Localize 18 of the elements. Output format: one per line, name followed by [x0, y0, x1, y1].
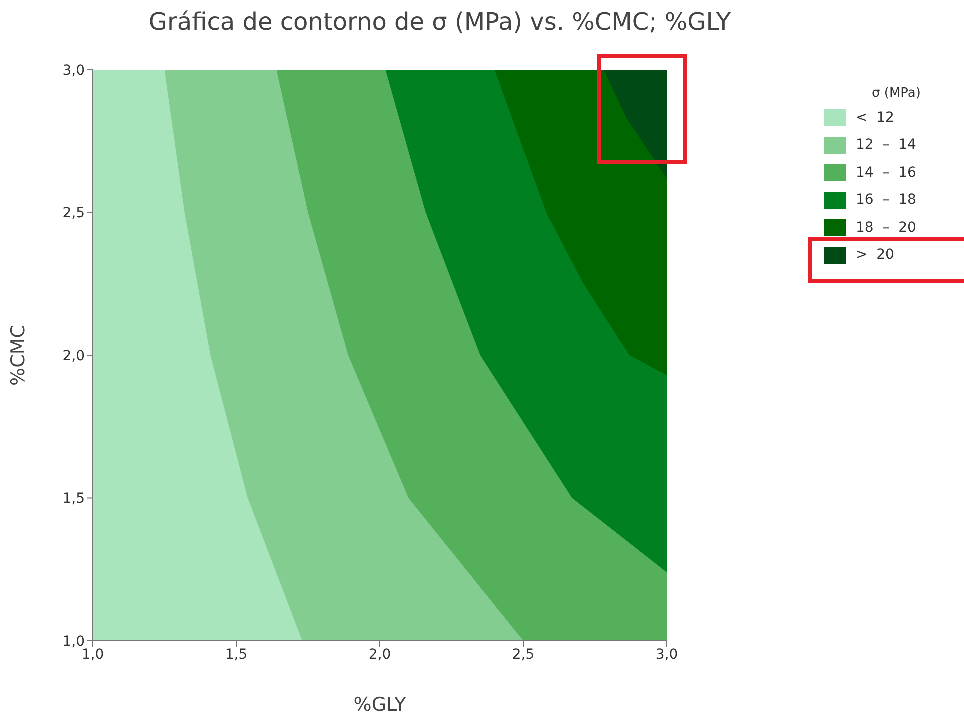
x-tick-label: 2,5: [512, 646, 535, 663]
x-tick-label: 2,0: [368, 646, 392, 663]
legend-label: > 20: [856, 247, 894, 264]
x-tick-label: 1,5: [225, 646, 248, 663]
legend-label: 16 – 18: [856, 192, 916, 208]
y-tick-label: 1,5: [62, 491, 85, 508]
y-tick-label: 2,5: [62, 206, 85, 222]
legend-title: σ (MPa): [872, 86, 921, 103]
y-tick-label: 2,0: [62, 348, 85, 364]
legend-label: < 12: [856, 110, 894, 126]
legend-label: 14 – 16: [856, 164, 916, 181]
chart-title: Gráfica de contorno de σ (MPa) vs. %CMC; %GLY: [148, 8, 732, 36]
legend-label: 12 – 14: [856, 137, 916, 154]
y-tick-label: 3,0: [62, 62, 85, 79]
y-axis-title: %CMC: [8, 325, 30, 386]
x-tick-label: 3,0: [656, 646, 678, 663]
x-axis-title: %GLY: [354, 694, 407, 716]
legend-label: 18 – 20: [856, 220, 916, 236]
